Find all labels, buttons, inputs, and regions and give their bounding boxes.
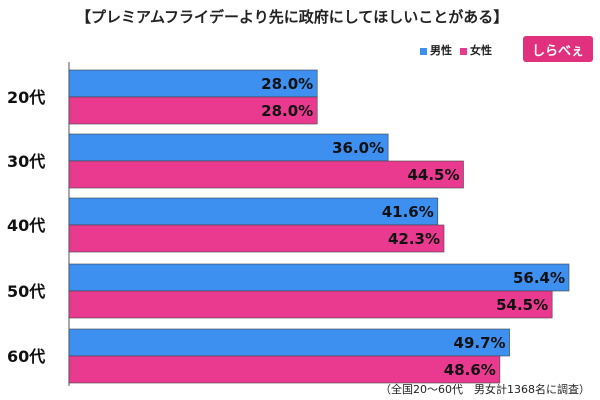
category-label: 60代 [7,347,45,366]
bar-male [68,197,439,226]
legend-label-male: 男性 [430,44,452,57]
category-label: 30代 [7,152,45,171]
data-label: 42.3% [388,230,440,248]
shirabee-logo: しらべぇ [523,36,593,62]
bar-male [68,133,389,162]
legend-swatch-female [460,47,467,55]
category-label: 20代 [7,88,45,107]
data-label: 28.0% [261,102,313,120]
bar-female [68,96,318,125]
bar-female [68,160,464,189]
data-label: 56.4% [513,269,565,287]
legend-swatch-male [420,47,427,55]
data-label: 49.7% [454,334,506,352]
bar-male [68,69,318,98]
data-label: 28.0% [261,75,313,93]
legend-item-male: 男性 [420,42,452,58]
logo-text: しらべぇ [531,43,584,59]
data-label: 36.0% [332,139,384,157]
category-label: 50代 [7,282,45,301]
bar-male [68,328,510,357]
bar-female [68,224,445,253]
data-label: 48.6% [444,361,496,379]
bar-male [68,263,570,292]
data-label: 41.6% [382,203,434,221]
legend-item-female: 女性 [460,42,492,58]
data-label: 54.5% [496,296,548,314]
bar-female [68,290,553,319]
legend: 男性 女性 [420,42,492,58]
legend-label-female: 女性 [470,44,492,57]
footnote: （全国20〜60代 男女計1368名に調査） [380,383,590,396]
chart-title: 【プレミアムフライデーより先に政府にしてほしいことがある】 [76,8,509,26]
category-label: 40代 [7,216,45,235]
data-label: 44.5% [407,166,459,184]
bar-female [68,355,501,384]
